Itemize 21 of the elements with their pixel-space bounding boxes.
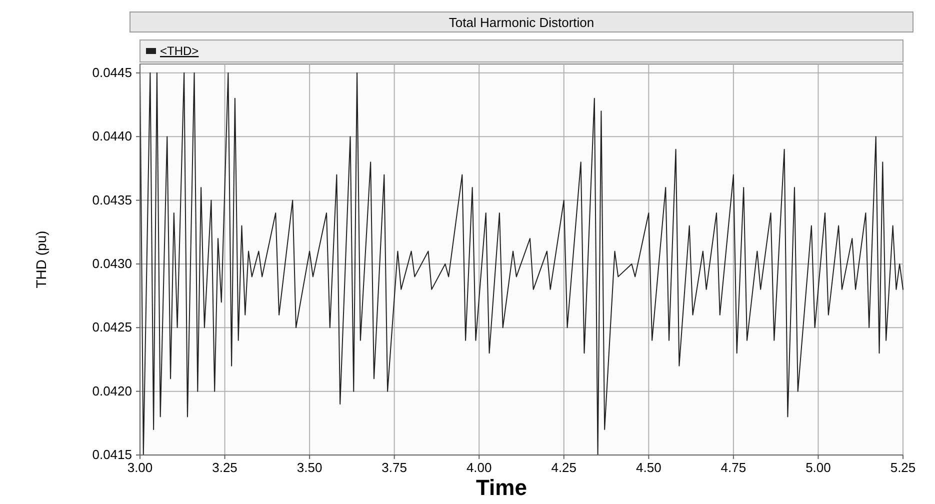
x-tick-label: 5.00 (806, 460, 831, 475)
x-axis-title: Time (476, 475, 527, 500)
legend-label: <THD> (160, 44, 199, 58)
y-tick-label: 0.0420 (92, 383, 132, 398)
x-tick-label: 3.00 (127, 460, 153, 475)
x-tick-label: 5.25 (890, 460, 916, 475)
x-tick-label: 4.25 (551, 460, 577, 475)
x-tick-label: 3.50 (296, 460, 322, 475)
x-tick-label: 3.25 (212, 460, 238, 475)
y-tick-label: 0.0430 (92, 256, 132, 271)
x-tick-label: 3.75 (382, 460, 407, 475)
y-tick-label: 0.0435 (92, 192, 132, 208)
y-axis-title: THD (pu) (33, 230, 49, 288)
chart-title: Total Harmonic Distortion (448, 15, 594, 30)
y-tick-label: 0.0415 (92, 447, 132, 462)
y-tick-label: 0.0440 (92, 128, 132, 144)
y-tick-label: 0.0425 (92, 320, 132, 335)
y-tick-label: 0.0445 (92, 64, 132, 80)
x-tick-label: 4.50 (636, 460, 662, 475)
x-tick-label: 4.00 (466, 460, 492, 475)
x-tick-label: 4.75 (720, 460, 746, 475)
